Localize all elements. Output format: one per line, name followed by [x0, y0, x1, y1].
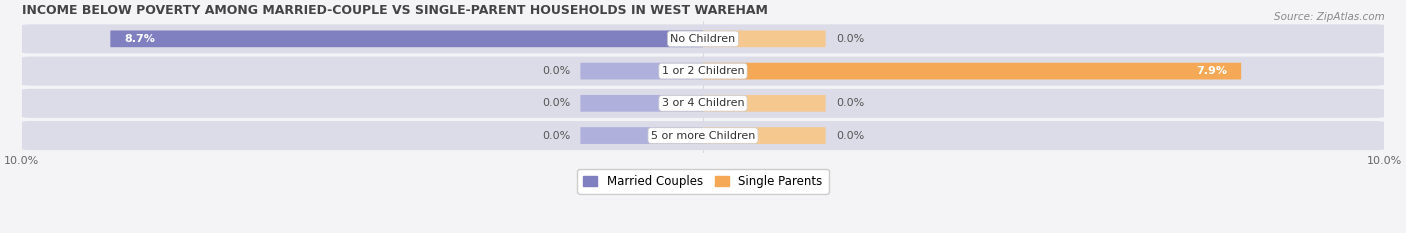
Text: 8.7%: 8.7%	[124, 34, 155, 44]
Text: 0.0%: 0.0%	[835, 130, 865, 140]
FancyBboxPatch shape	[21, 58, 1385, 85]
FancyBboxPatch shape	[21, 122, 1385, 149]
FancyBboxPatch shape	[703, 95, 825, 112]
Text: 5 or more Children: 5 or more Children	[651, 130, 755, 140]
FancyBboxPatch shape	[581, 95, 703, 112]
Text: No Children: No Children	[671, 34, 735, 44]
FancyBboxPatch shape	[21, 90, 1385, 117]
Text: 7.9%: 7.9%	[1197, 66, 1227, 76]
Text: 3 or 4 Children: 3 or 4 Children	[662, 98, 744, 108]
Text: Source: ZipAtlas.com: Source: ZipAtlas.com	[1274, 12, 1385, 22]
FancyBboxPatch shape	[703, 127, 825, 144]
FancyBboxPatch shape	[18, 57, 1388, 86]
FancyBboxPatch shape	[21, 25, 1385, 52]
Legend: Married Couples, Single Parents: Married Couples, Single Parents	[578, 169, 828, 194]
FancyBboxPatch shape	[703, 31, 825, 47]
Text: 0.0%: 0.0%	[541, 66, 571, 76]
FancyBboxPatch shape	[703, 63, 1241, 79]
Text: 0.0%: 0.0%	[541, 98, 571, 108]
FancyBboxPatch shape	[18, 24, 1388, 53]
Text: 1 or 2 Children: 1 or 2 Children	[662, 66, 744, 76]
Text: 0.0%: 0.0%	[835, 98, 865, 108]
FancyBboxPatch shape	[18, 89, 1388, 118]
Text: INCOME BELOW POVERTY AMONG MARRIED-COUPLE VS SINGLE-PARENT HOUSEHOLDS IN WEST WA: INCOME BELOW POVERTY AMONG MARRIED-COUPL…	[21, 4, 768, 17]
FancyBboxPatch shape	[18, 121, 1388, 150]
Text: 0.0%: 0.0%	[541, 130, 571, 140]
FancyBboxPatch shape	[110, 31, 703, 47]
Text: 0.0%: 0.0%	[835, 34, 865, 44]
FancyBboxPatch shape	[581, 63, 703, 79]
FancyBboxPatch shape	[581, 127, 703, 144]
